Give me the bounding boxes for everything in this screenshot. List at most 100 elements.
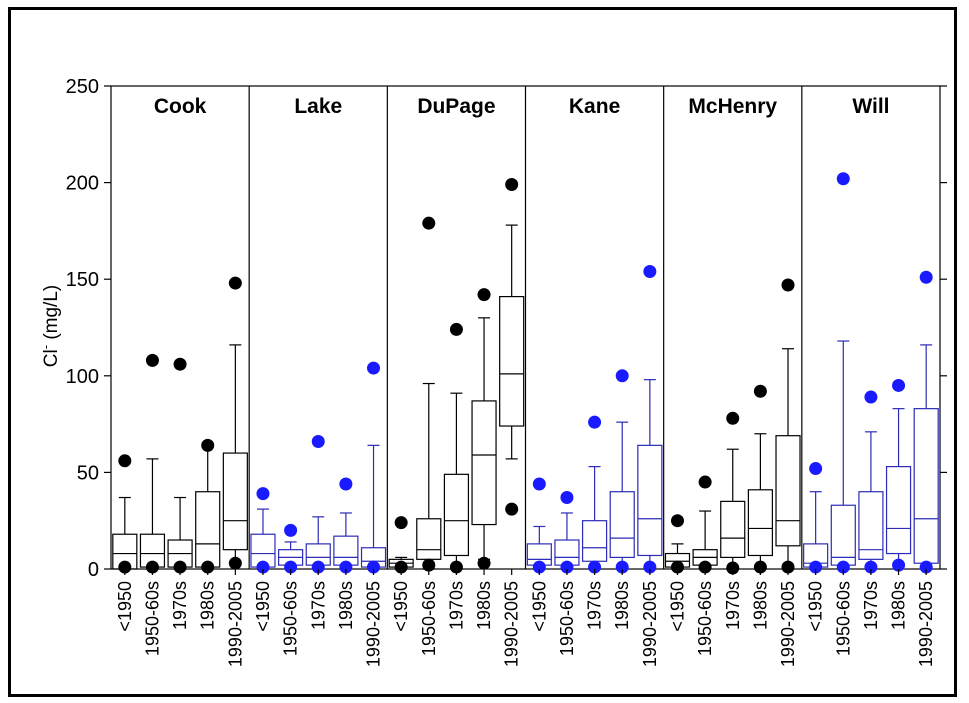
- outlier-point: [615, 560, 629, 574]
- outlier-point: [311, 560, 325, 574]
- outlier-point: [670, 560, 684, 574]
- outlier-point: [781, 278, 795, 292]
- outlier-point: [919, 270, 933, 284]
- outlier-point: [864, 390, 878, 404]
- box: [443, 473, 470, 557]
- outlier-point: [836, 560, 850, 574]
- box: [499, 295, 525, 427]
- panel-title-mchenry: McHenry: [688, 95, 777, 118]
- outlier-point: [809, 560, 823, 574]
- outlier-point: [532, 560, 546, 574]
- outlier-point: [256, 487, 270, 501]
- y-axis-title-superscript: -: [38, 345, 53, 349]
- box: [885, 466, 912, 555]
- outlier-point: [339, 560, 353, 574]
- panel-title-lake: Lake: [294, 95, 342, 118]
- outlier-point: [698, 475, 712, 489]
- outlier-point: [201, 560, 215, 574]
- outlier-point: [892, 558, 906, 572]
- x-tick-label: 1990-2005: [364, 581, 384, 667]
- x-tick-label: <1950: [253, 581, 273, 632]
- box: [416, 518, 442, 560]
- outlier-point: [919, 560, 933, 574]
- y-tick-label: 200: [66, 173, 99, 195]
- figure-frame: [8, 7, 957, 697]
- outlier-point: [477, 556, 491, 570]
- x-tick-label: 1980s: [889, 581, 909, 630]
- outlier-point: [588, 560, 602, 574]
- x-tick-label: 1980s: [612, 581, 632, 630]
- outlier-point: [284, 560, 298, 574]
- outlier-point: [532, 477, 546, 491]
- outlier-point: [201, 438, 215, 452]
- outlier-point: [394, 560, 408, 574]
- x-tick-label: 1950-60s: [833, 581, 853, 656]
- box: [858, 491, 884, 560]
- outlier-point: [588, 415, 602, 429]
- y-tick-label: 50: [77, 462, 99, 484]
- outlier-point: [505, 178, 519, 192]
- box: [720, 500, 746, 559]
- panel-title-will: Will: [852, 95, 889, 118]
- outlier-point: [753, 384, 767, 398]
- outlier-point: [449, 322, 463, 336]
- x-tick-label: 1990-2005: [778, 581, 798, 667]
- outlier-point: [726, 411, 740, 425]
- panel-title-cook: Cook: [154, 95, 207, 118]
- outlier-point: [145, 353, 159, 367]
- outlier-point: [118, 454, 132, 468]
- box: [747, 489, 773, 557]
- box: [637, 444, 663, 557]
- x-tick-label: 1950-60s: [142, 581, 162, 656]
- y-axis-title-main: Cl: [41, 349, 62, 367]
- outlier-point: [173, 560, 187, 574]
- y-tick-label: 100: [66, 366, 99, 388]
- y-tick-label: 150: [66, 269, 99, 291]
- x-tick-label: 1990-2005: [640, 581, 660, 667]
- outlier-point: [228, 556, 242, 570]
- box: [581, 520, 608, 562]
- y-axis-title: Cl- (mg/L): [38, 285, 62, 367]
- box: [222, 452, 248, 551]
- outlier-point: [367, 361, 381, 375]
- x-tick-label: 1970s: [446, 581, 466, 630]
- box: [195, 491, 221, 568]
- outlier-point: [284, 523, 298, 537]
- outlier-point: [256, 560, 270, 574]
- x-tick-label: 1980s: [198, 581, 218, 630]
- outlier-point: [726, 561, 740, 575]
- outlier-point: [422, 558, 436, 572]
- outlier-point: [560, 560, 574, 574]
- x-tick-label: 1950-60s: [557, 581, 577, 656]
- x-tick-label: 1970s: [723, 581, 743, 630]
- x-tick-label: 1950-60s: [419, 581, 439, 656]
- box: [830, 504, 856, 566]
- outlier-point: [228, 276, 242, 290]
- outlier-point: [367, 560, 381, 574]
- x-tick-label: 1970s: [170, 581, 190, 630]
- outlier-point: [145, 560, 159, 574]
- x-tick-label: <1950: [806, 581, 826, 632]
- box: [913, 408, 939, 564]
- x-tick-label: 1950-60s: [695, 581, 715, 656]
- x-tick-label: 1990-2005: [225, 581, 245, 667]
- outlier-point: [477, 288, 491, 302]
- outlier-point: [836, 172, 850, 186]
- outlier-point: [753, 560, 767, 574]
- outlier-point: [698, 560, 712, 574]
- outlier-point: [560, 491, 574, 505]
- x-tick-label: 1980s: [474, 581, 494, 630]
- outlier-point: [670, 514, 684, 528]
- outlier-point: [809, 462, 823, 476]
- outlier-point: [864, 560, 878, 574]
- x-tick-label: <1950: [667, 581, 687, 632]
- y-tick-label: 0: [88, 559, 99, 581]
- outlier-point: [892, 378, 906, 392]
- box: [775, 435, 801, 547]
- x-tick-label: 1970s: [308, 581, 328, 630]
- outlier-point: [781, 560, 795, 574]
- y-axis-title-unit: (mg/L): [41, 285, 62, 345]
- outlier-point: [311, 434, 325, 448]
- outlier-point: [173, 357, 187, 371]
